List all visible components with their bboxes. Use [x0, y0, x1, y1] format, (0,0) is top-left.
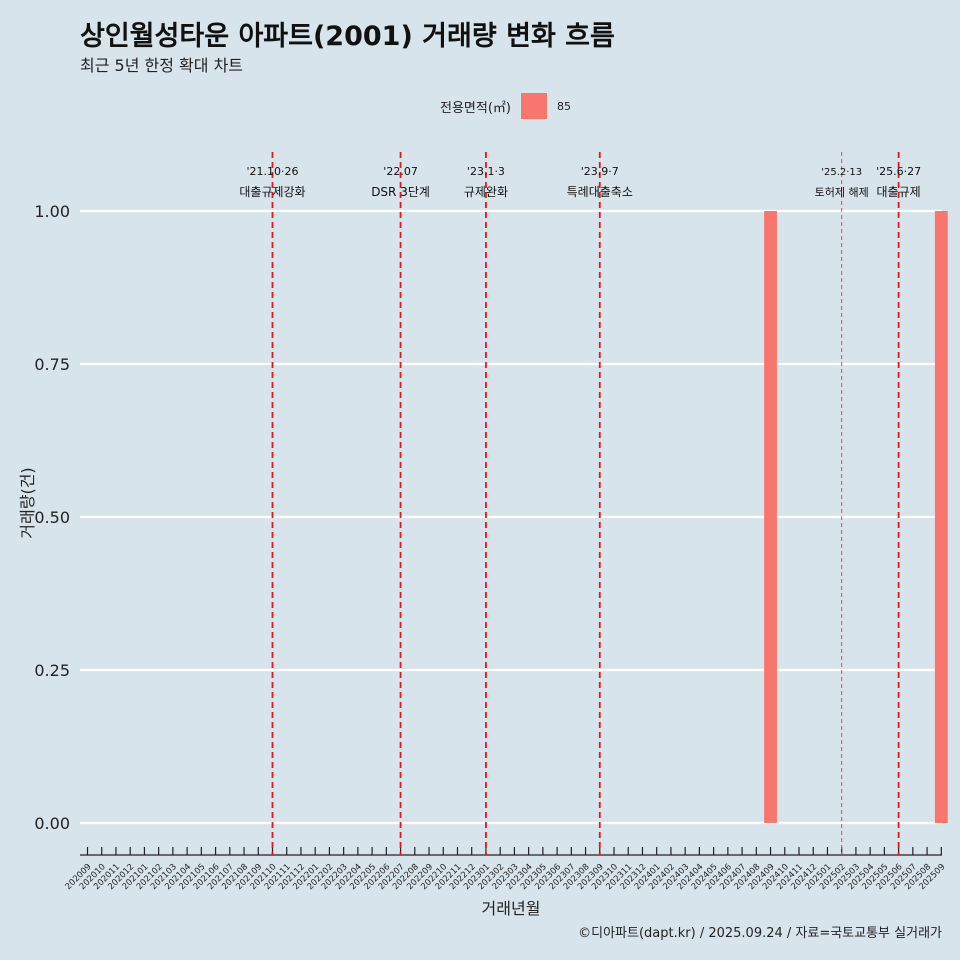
- legend-label-85: 85: [556, 99, 571, 113]
- chart-title: 상인월성타운 아파트(2001) 거래량 변화 흐름: [80, 21, 615, 52]
- y-tick-label: 0.50: [34, 508, 70, 527]
- annotation-label: 대출규제강화: [239, 185, 305, 199]
- legend-key-85: [520, 93, 547, 119]
- annotation-date: '22.07: [383, 165, 418, 178]
- chart-subtitle: 최근 5년 한정 확대 차트: [80, 56, 244, 75]
- y-tick-label: 0.75: [34, 355, 70, 374]
- legend-title: 전용면적(㎡): [440, 100, 511, 116]
- bar: [934, 211, 948, 823]
- y-tick-label: 0.25: [34, 661, 70, 680]
- annotation-label: 특례대출축소: [567, 185, 633, 199]
- annotation-date: '25.6·27: [876, 165, 921, 178]
- annotation-date: '23.1·3: [467, 165, 505, 178]
- bar: [764, 211, 777, 823]
- y-axis-title: 거래량(건): [18, 467, 37, 538]
- annotation-date: '21.10·26: [246, 165, 298, 178]
- annotation-date: '23.9·7: [581, 165, 619, 178]
- legend: 전용면적(㎡) 85: [440, 93, 571, 119]
- annotation-date: '25.2·13: [821, 167, 862, 178]
- annotation-label: DSR 3단계: [371, 185, 430, 199]
- y-tick-label: 0.00: [34, 814, 70, 833]
- annotation-label: 토허제 해제: [815, 185, 869, 199]
- annotation-label: 대출규제: [877, 185, 921, 199]
- source-caption: ©디아파트(dapt.kr) / 2025.09.24 / 자료=국토교통부 실…: [578, 926, 942, 941]
- annotation-label: 규제완화: [464, 185, 508, 199]
- x-axis-title: 거래년월: [482, 899, 541, 918]
- y-tick-label: 1.00: [34, 202, 70, 221]
